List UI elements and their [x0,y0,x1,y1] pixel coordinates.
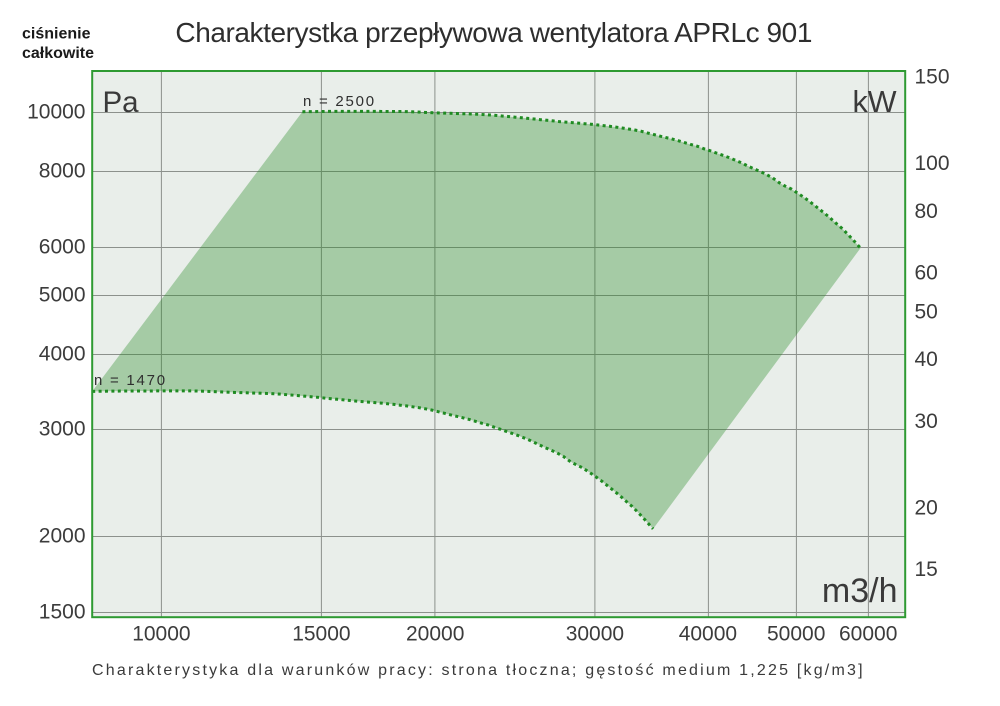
svg-text:50000: 50000 [767,623,825,646]
svg-text:6000: 6000 [39,236,86,259]
svg-text:m3/h: m3/h [822,572,898,610]
svg-text:Pa: Pa [103,86,140,119]
svg-text:Charakterystka przepływowa wen: Charakterystka przepływowa wentylatora A… [175,17,812,48]
svg-text:60: 60 [915,261,938,284]
svg-text:40000: 40000 [679,623,737,646]
svg-text:30: 30 [915,410,938,433]
svg-text:50: 50 [915,300,938,323]
svg-text:Charakterystyka dla warunków p: Charakterystyka dla warunków pracy: stro… [92,662,865,679]
svg-text:20000: 20000 [406,623,464,646]
svg-text:20: 20 [915,497,938,520]
svg-text:150: 150 [915,65,950,88]
svg-text:5000: 5000 [39,284,86,307]
svg-text:2000: 2000 [39,525,86,548]
svg-text:kW: kW [852,85,896,119]
svg-text:80: 80 [915,200,938,223]
svg-text:4000: 4000 [39,343,86,366]
svg-text:n = 2500: n = 2500 [303,93,376,110]
svg-text:3000: 3000 [39,418,86,441]
svg-text:15: 15 [915,558,938,581]
svg-text:n = 1470: n = 1470 [94,372,167,389]
svg-text:60000: 60000 [839,623,897,646]
svg-text:15000: 15000 [292,623,350,646]
svg-text:8000: 8000 [39,160,86,183]
svg-text:100: 100 [915,152,950,175]
svg-text:ciśnienie: ciśnienie [22,26,91,43]
svg-text:40: 40 [915,348,938,371]
svg-text:całkowite: całkowite [22,45,94,62]
svg-text:10000: 10000 [132,623,190,646]
svg-text:1500: 1500 [39,601,86,624]
svg-text:10000: 10000 [27,101,85,124]
svg-text:30000: 30000 [566,623,624,646]
